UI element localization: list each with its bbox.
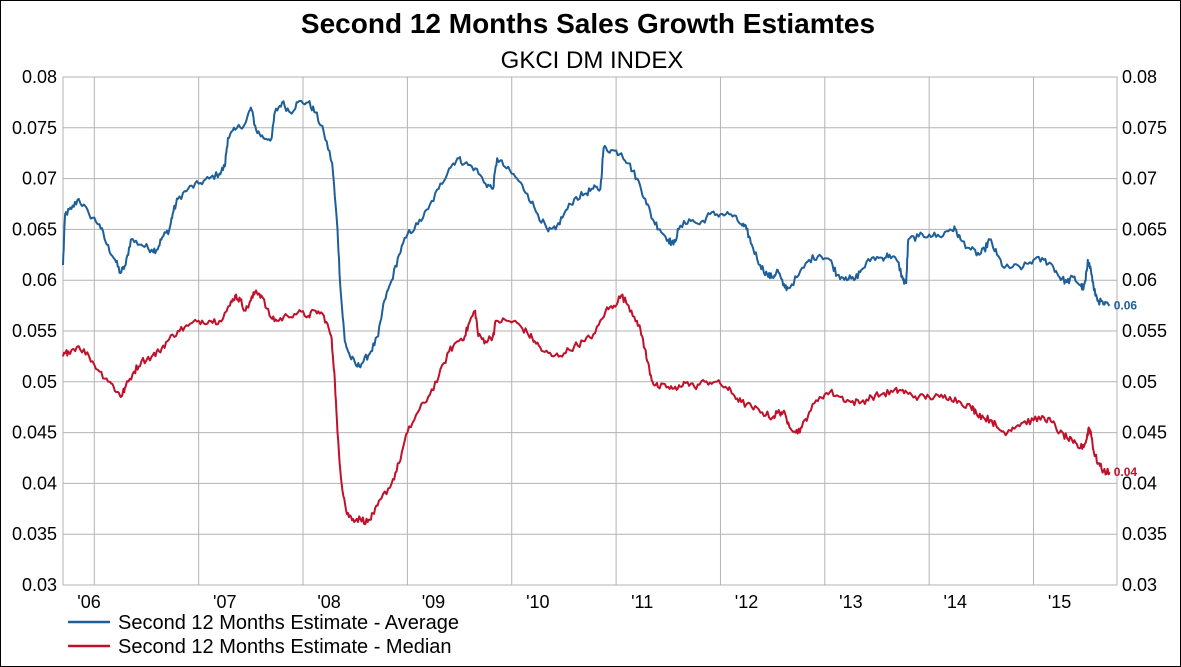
y-tick-label-left: 0.055	[12, 321, 57, 341]
plot-border	[62, 76, 1118, 586]
legend-label: Second 12 Months Estimate - Average	[118, 612, 459, 634]
y-tick-label-left: 0.07	[22, 169, 57, 189]
grid	[63, 76, 1117, 586]
x-tick-label: '13	[839, 592, 862, 612]
y-tick-label-left: 0.04	[22, 473, 57, 493]
y-tick-label-right: 0.08	[1122, 67, 1157, 87]
y-tick-label-left: 0.075	[12, 118, 57, 138]
chart-title: Second 12 Months Sales Growth Estiamtes	[301, 8, 875, 39]
y-tick-label-right: 0.06	[1122, 270, 1157, 290]
y-tick-label-right: 0.035	[1122, 524, 1167, 544]
y-tick-label-left: 0.05	[22, 372, 57, 392]
y-tick-label-left: 0.06	[22, 270, 57, 290]
y-tick-label-right: 0.04	[1122, 473, 1157, 493]
y-tick-label-left: 0.03	[22, 575, 57, 595]
y-tick-label-left: 0.08	[22, 67, 57, 87]
x-tick-label: '15	[1048, 592, 1071, 612]
x-tick-label: '11	[631, 592, 653, 612]
series-line-average	[62, 99, 1111, 369]
plot-area	[62, 76, 1118, 586]
x-tick-label: '10	[526, 592, 549, 612]
legend-label: Second 12 Months Estimate - Median	[118, 636, 452, 658]
legend: Second 12 Months Estimate - AverageSecon…	[68, 612, 459, 658]
end-value-label-median: 0.04	[1114, 465, 1138, 479]
y-tick-label-right: 0.055	[1122, 321, 1167, 341]
series-lines	[62, 99, 1111, 526]
x-tick-label: '12	[735, 592, 758, 612]
y-tick-label-right: 0.065	[1122, 219, 1167, 239]
x-axis: '06 '07 '08 '09 '10 '11 '12 '13 '14 '15	[77, 592, 1071, 612]
y-tick-label-left: 0.045	[12, 423, 57, 443]
x-tick-label: '14	[944, 592, 967, 612]
y-tick-label-right: 0.045	[1122, 423, 1167, 443]
x-tick-label: '06	[77, 592, 100, 612]
y-axis-left: 0.03 0.035 0.04 0.045 0.05 0.055 0.06 0.065 0.07…	[12, 67, 57, 595]
end-labels: 0.06 0.04	[1114, 299, 1138, 480]
y-tick-label-right: 0.07	[1122, 169, 1157, 189]
series-line-median	[62, 289, 1111, 526]
y-tick-label-right: 0.05	[1122, 372, 1157, 392]
y-tick-label-left: 0.035	[12, 524, 57, 544]
end-value-label-average: 0.06	[1114, 299, 1138, 313]
x-tick-label: '07	[213, 592, 236, 612]
y-tick-label-right: 0.075	[1122, 118, 1167, 138]
y-tick-label-left: 0.065	[12, 219, 57, 239]
y-axis-right: 0.03 0.035 0.04 0.045 0.05 0.055 0.06 0.065 0.07…	[1122, 67, 1167, 595]
x-tick-label: '09	[422, 592, 445, 612]
x-tick-label: '08	[317, 592, 340, 612]
y-tick-label-right: 0.03	[1122, 575, 1157, 595]
chart-subtitle: GKCI DM INDEX	[501, 47, 684, 74]
